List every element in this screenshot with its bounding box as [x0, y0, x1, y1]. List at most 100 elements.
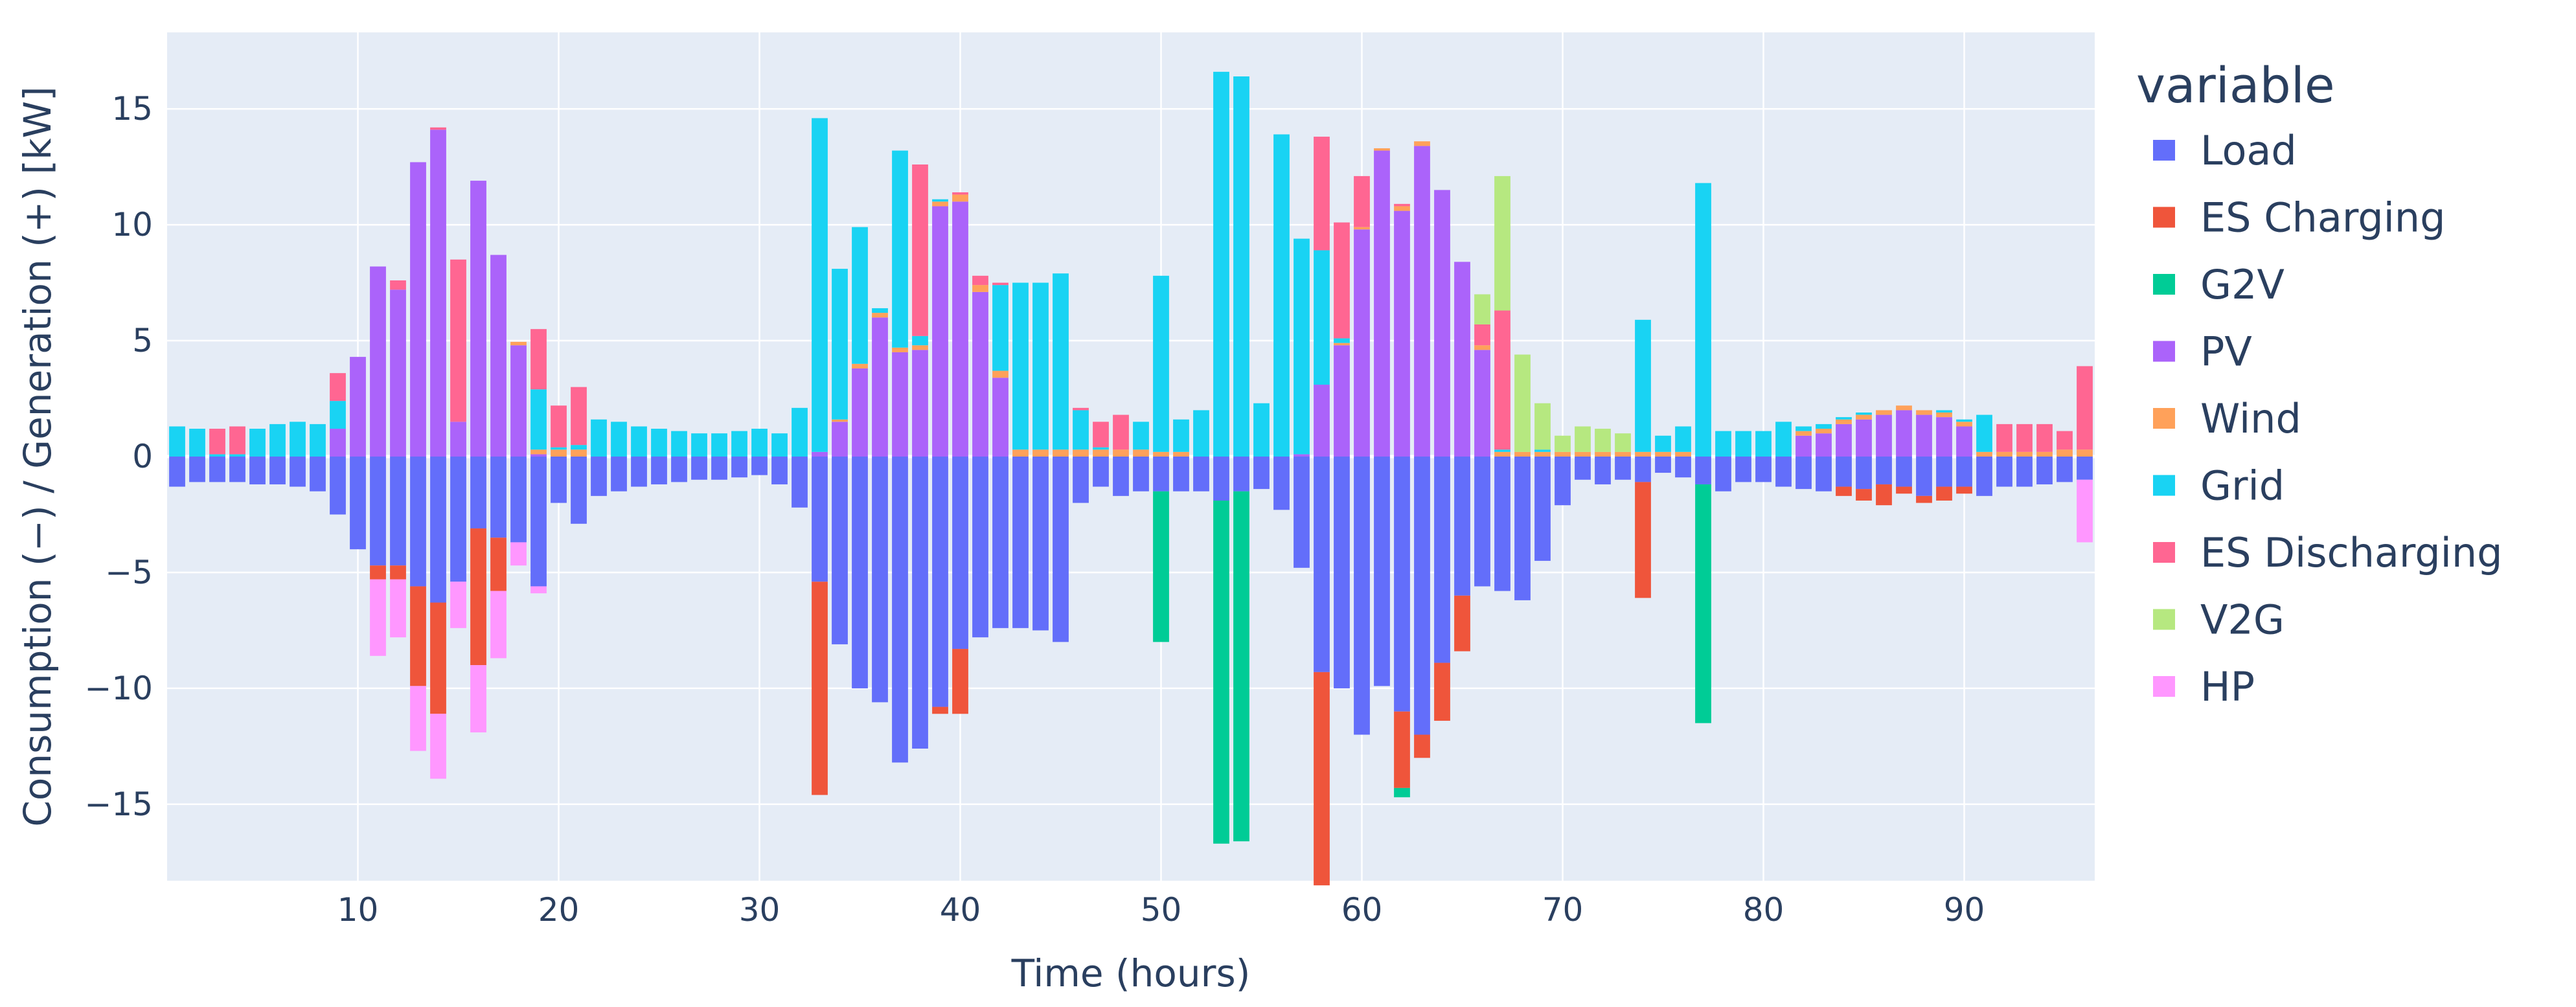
bar-wind — [932, 201, 948, 207]
bar-grid — [530, 389, 547, 450]
bar-load — [731, 457, 747, 478]
bar-pv — [370, 266, 386, 457]
bar-load — [1715, 457, 1731, 492]
bar-es-charging — [370, 565, 386, 580]
bar-load — [2057, 457, 2073, 482]
bar-es-discharging — [1334, 222, 1350, 339]
bar-load — [1233, 457, 1249, 492]
bar-load — [1073, 457, 1089, 503]
bar-pv — [892, 352, 908, 457]
x-tick-label: 50 — [1141, 891, 1182, 929]
bar-grid — [1213, 71, 1229, 457]
bar-load — [651, 457, 667, 484]
bar-pv — [1314, 385, 1330, 457]
bar-grid — [1534, 449, 1551, 452]
legend-item-es-discharging[interactable]: ES Discharging — [2153, 529, 2503, 576]
bar-wind — [1354, 227, 1370, 230]
y-tick-label: 15 — [111, 90, 153, 128]
bar-grid — [1133, 422, 1149, 450]
bar-load — [450, 457, 466, 582]
bar-load — [189, 457, 205, 482]
bar-wind — [2077, 449, 2093, 457]
bar-wind — [1916, 410, 1932, 415]
bar-grid — [229, 454, 245, 457]
bar-pv — [992, 378, 1009, 457]
bar-wind — [1334, 343, 1350, 346]
bar-grid — [591, 419, 607, 457]
bar-es-discharging — [1494, 310, 1510, 450]
bar-pv — [510, 345, 527, 457]
bar-grid — [1735, 431, 1751, 457]
bar-es-charging — [1956, 486, 1972, 494]
bar-pv — [1454, 262, 1470, 457]
legend-item-g2v[interactable]: G2V — [2153, 261, 2285, 308]
bar-es-charging — [410, 586, 426, 686]
bar-load — [1575, 457, 1591, 480]
bar-load — [2036, 457, 2053, 484]
bar-grid — [812, 118, 828, 452]
x-tick-label: 90 — [1944, 891, 1985, 929]
bar-pv — [450, 422, 466, 457]
bar-pv — [1434, 190, 1450, 457]
legend-label: ES Discharging — [2200, 529, 2503, 576]
bar-grid — [1032, 282, 1049, 450]
x-tick-label: 40 — [940, 891, 981, 929]
bar-pv — [410, 162, 426, 457]
bar-load — [1775, 457, 1792, 487]
bar-wind — [952, 194, 968, 202]
bar-es-charging — [1896, 486, 1912, 494]
legend-item-v2g[interactable]: V2G — [2153, 596, 2285, 644]
bar-pv — [1294, 454, 1310, 457]
bar-load — [1936, 457, 1952, 487]
bar-pv — [1474, 350, 1490, 457]
bar-wind — [1474, 345, 1490, 350]
bar-load — [631, 457, 647, 487]
bar-v2g — [1534, 403, 1551, 450]
x-tick-label: 70 — [1542, 891, 1584, 929]
bar-es-discharging — [1314, 137, 1330, 251]
bar-grid — [1153, 275, 1169, 452]
bar-wind — [1534, 451, 1551, 457]
legend-label: HP — [2200, 663, 2255, 710]
legend-item-pv[interactable]: PV — [2153, 328, 2252, 376]
bar-grid — [1073, 410, 1089, 450]
bar-pv — [1896, 410, 1912, 457]
bar-load — [812, 457, 828, 582]
bar-es-discharging — [330, 373, 346, 402]
bar-pv — [1936, 417, 1952, 457]
bar-es-discharging — [1093, 422, 1109, 447]
legend-item-wind[interactable]: Wind — [2153, 395, 2301, 442]
bar-wind — [1173, 451, 1189, 457]
x-axis-title: Time (hours) — [1011, 951, 1251, 995]
bar-grid — [1655, 435, 1671, 452]
bar-load — [1173, 457, 1189, 492]
bar-load — [1876, 457, 1892, 484]
legend-item-hp[interactable]: HP — [2153, 663, 2255, 710]
bar-grid — [1173, 419, 1189, 452]
bar-load — [1294, 457, 1310, 568]
legend-item-es-charging[interactable]: ES Charging — [2153, 194, 2445, 242]
bar-wind — [1956, 422, 1972, 427]
bar-wind — [1514, 451, 1531, 457]
bar-es-charging — [470, 528, 486, 666]
bar-grid — [1795, 426, 1812, 431]
legend-label: V2G — [2200, 596, 2285, 644]
bar-es-discharging — [390, 280, 406, 290]
bar-load — [1675, 457, 1691, 478]
bar-grid — [711, 433, 727, 457]
bar-load — [1615, 457, 1631, 480]
bar-grid — [912, 335, 928, 346]
bar-v2g — [1575, 426, 1591, 452]
bar-grid — [1494, 449, 1510, 452]
bar-load — [1735, 457, 1751, 482]
legend-item-grid[interactable]: Grid — [2153, 462, 2285, 510]
bar-wind — [1876, 410, 1892, 415]
x-tick-label: 30 — [739, 891, 781, 929]
bar-grid — [992, 285, 1009, 371]
legend-label: G2V — [2200, 261, 2285, 308]
bar-v2g — [1595, 429, 1611, 452]
legend-item-load[interactable]: Load — [2153, 127, 2297, 174]
bar-grid — [310, 424, 326, 457]
bar-es-charging — [932, 707, 948, 714]
bar-g2v — [1695, 484, 1711, 723]
